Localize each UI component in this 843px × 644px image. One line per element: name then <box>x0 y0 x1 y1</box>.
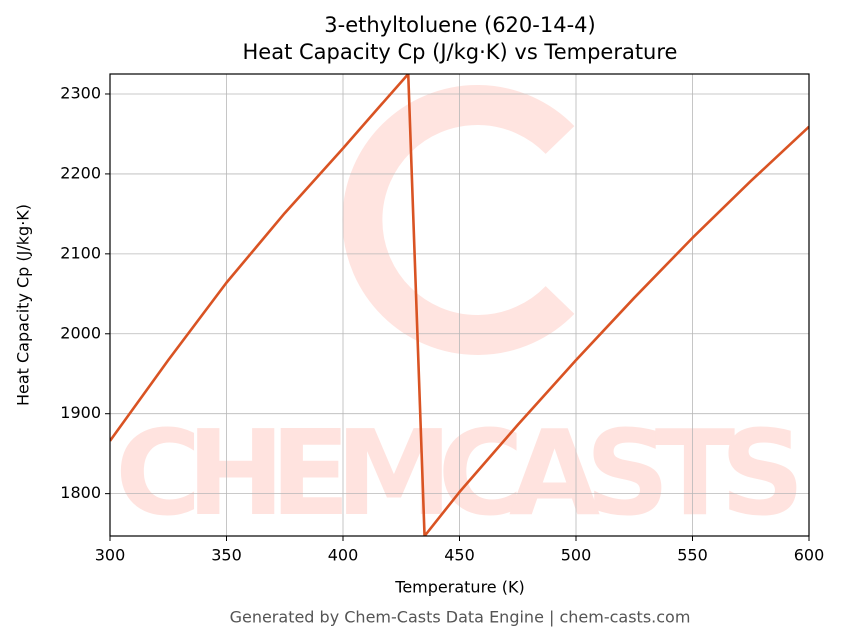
x-tick-label: 500 <box>561 546 592 565</box>
x-tick-label: 600 <box>794 546 825 565</box>
watermark-logo <box>342 85 575 355</box>
ticks: 300 350 400 450 500 550 600 1800 1900 2000 2100 220… <box>60 83 824 564</box>
x-tick-label: 550 <box>677 546 708 565</box>
x-axis-label: Temperature (K) <box>394 578 524 597</box>
footer: Generated by Chem-Casts Data Engine | ch… <box>230 608 691 627</box>
x-tick-label: 350 <box>211 546 242 565</box>
plot-area <box>110 74 809 536</box>
y-tick-label: 1900 <box>60 403 101 422</box>
watermark: CHEMCASTS <box>115 85 805 542</box>
y-tick-label: 2200 <box>60 163 101 182</box>
y-axis-label: Heat Capacity Cp (J/kg·K) <box>14 204 33 406</box>
y-tick-label: 2100 <box>60 243 101 262</box>
watermark-text: CHEMCASTS <box>115 404 805 542</box>
x-tick-label: 450 <box>444 546 475 565</box>
data-line <box>110 74 809 536</box>
chart-subtitle: Heat Capacity Cp (J/kg·K) vs Temperature <box>243 40 678 64</box>
y-tick-label: 2000 <box>60 323 101 342</box>
chart-title: 3-ethyltoluene (620-14-4) <box>324 13 595 37</box>
x-tick-label: 400 <box>328 546 359 565</box>
grid <box>109 74 810 536</box>
y-tick-label: 2300 <box>60 83 101 102</box>
x-tick-label: 300 <box>95 546 126 565</box>
y-tick-label: 1800 <box>60 483 101 502</box>
